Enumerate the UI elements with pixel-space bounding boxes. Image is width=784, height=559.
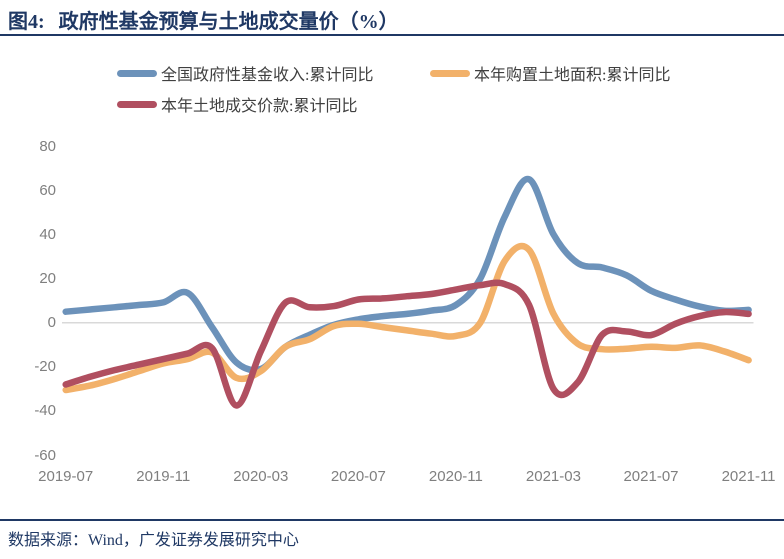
figure-number-label: 图4: [8,11,45,33]
x-axis-tick-label: 2019-07 [38,468,94,485]
y-axis-tick-label: -20 [34,358,56,376]
y-axis-tick-label: -40 [34,402,56,420]
legend-item: 本年购置土地面积:累计同比 [430,64,671,84]
title-underline [0,34,784,36]
legend-label: 全国政府性基金收入:累计同比 [161,67,374,84]
y-axis-tick-label: -60 [34,446,56,464]
series-line-gov-fund-revenue [62,176,752,374]
x-axis-tick-label: 2021-03 [525,468,581,485]
legend-line-swatch [430,69,470,77]
y-axis-tick-label: 40 [39,225,56,243]
legend-label: 本年购置土地面积:累计同比 [474,67,671,84]
series-line-land-area [62,242,752,394]
x-axis-tick-label: 2021-11 [721,468,776,485]
x-axis-tick-label: 2020-11 [428,468,483,485]
x-axis-tick-label: 2020-07 [330,468,386,485]
figure-title-text: 政府性基金预算与土地成交量价（%） [58,11,399,33]
x-axis-tick-label: 2020-03 [233,468,289,485]
y-axis-tick-label: 0 [47,314,56,332]
x-axis-tick-label: 2021-07 [623,468,679,485]
data-source-note: 数据来源：Wind，广发证券发展研究中心 [8,532,299,549]
y-axis-tick-label: 80 [39,137,56,155]
x-axis-tick-label: 2019-11 [136,468,191,485]
footer-divider [0,519,784,521]
legend-line-swatch [117,100,157,108]
y-axis-tick-label: 60 [39,181,56,199]
legend-label: 本年土地成交价款:累计同比 [161,98,358,115]
y-axis-tick-label: 20 [39,270,56,288]
legend-line-swatch [117,69,157,77]
legend-item: 全国政府性基金收入:累计同比 [117,64,374,84]
series-line-land-value [62,279,752,409]
figure-title: 图4: 政府性基金预算与土地成交量价（%） [8,5,399,34]
legend-item: 本年土地成交价款:累计同比 [117,95,358,115]
